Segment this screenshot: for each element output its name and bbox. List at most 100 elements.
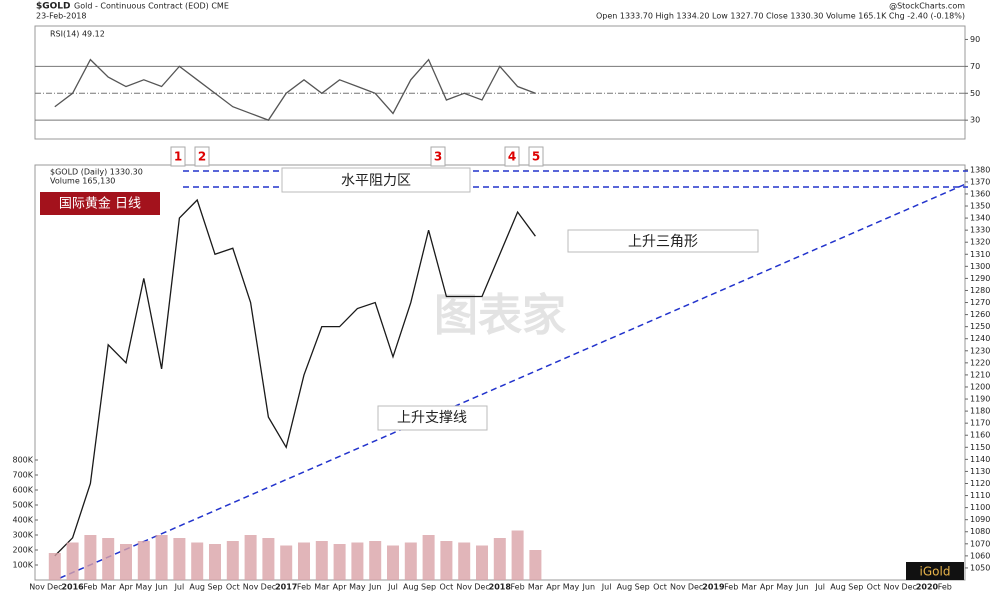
x-tick-label: May	[563, 583, 580, 592]
y-tick-label: 1310	[970, 250, 990, 259]
x-tick-label: Dec	[688, 583, 703, 592]
label-box	[40, 192, 160, 215]
y-tick-label: 1380	[970, 165, 990, 174]
x-tick-label: Mar	[528, 583, 544, 592]
rsi-panel	[34, 25, 966, 140]
x-tick-label: Nov	[456, 583, 472, 592]
x-tick-label: 2020	[916, 583, 939, 592]
quote: Open 1333.70 High 1334.20 Low 1327.70 Cl…	[596, 12, 965, 21]
x-tick-label: Oct	[226, 583, 240, 592]
x-tick-label: Sep	[421, 583, 436, 592]
y-tick-label: 600K	[12, 486, 33, 495]
y-tick-label: 1290	[970, 274, 990, 283]
volume-bar	[315, 541, 328, 580]
volume-bar	[120, 544, 132, 580]
x-tick-label: Nov	[243, 583, 259, 592]
logo-box	[906, 562, 964, 580]
y-tick-label: 1220	[970, 358, 990, 367]
series-line	[54, 198, 536, 557]
y-tick-label: 1100	[970, 503, 990, 512]
x-tick-label: Jun	[582, 583, 596, 592]
y-tick-label: 1330	[970, 226, 990, 235]
x-tick-label: Oct	[439, 583, 453, 592]
resistance-label: 水平阻力区	[341, 173, 411, 189]
panel-title: $GOLD (Daily) 1330.30	[50, 168, 143, 177]
x-tick-label: 2018	[489, 583, 512, 592]
marker: 1	[174, 150, 182, 164]
source: @StockCharts.com	[889, 2, 965, 11]
volume-bar	[529, 550, 542, 580]
y-tick-label: 30	[970, 116, 980, 125]
volume-bar	[209, 544, 221, 580]
y-tick-label: 1120	[970, 479, 990, 488]
y-tick-label: 1060	[970, 551, 990, 560]
y-tick-label: 1050	[970, 563, 990, 572]
y-tick-label: 90	[970, 35, 980, 44]
volume-bar	[244, 535, 257, 580]
volume-bar	[102, 538, 115, 580]
y-tick-label: 1370	[970, 177, 990, 186]
triangle-label: 上升三角形	[628, 234, 698, 250]
x-tick-label: Feb	[511, 583, 525, 592]
y-tick-label: 1240	[970, 334, 990, 343]
date: 23-Feb-2018	[36, 12, 86, 21]
volume-bar	[262, 538, 275, 580]
volume-bar	[298, 542, 310, 580]
panel-title: RSI(14) 49.12	[50, 30, 105, 39]
y-tick-label: 1360	[970, 189, 990, 198]
x-tick-label: Aug	[189, 583, 205, 592]
y-tick-label: 1340	[970, 214, 990, 223]
volume-bar	[333, 544, 346, 580]
y-tick-label: 1130	[970, 467, 990, 476]
volume-bar	[66, 542, 79, 580]
x-tick-label: Sep	[207, 583, 222, 592]
y-tick-label: 50	[970, 89, 980, 98]
x-tick-label: Oct	[653, 583, 667, 592]
marker: 3	[434, 150, 442, 164]
y-tick-label: 1150	[970, 443, 990, 452]
label-box	[567, 229, 759, 253]
x-tick-label: Apr	[119, 583, 134, 592]
x-tick-label: Aug	[617, 583, 633, 592]
x-tick-label: Nov	[884, 583, 900, 592]
y-tick-label: 400K	[12, 516, 33, 525]
x-tick-label: Nov	[29, 583, 45, 592]
volume-bar	[369, 541, 382, 580]
volume-bar	[280, 545, 293, 580]
x-tick-label: Jul	[174, 583, 185, 592]
volume-bar	[351, 542, 364, 580]
y-tick-label: 800K	[12, 456, 33, 465]
x-tick-label: Jun	[795, 583, 809, 592]
x-tick-label: Oct	[867, 583, 881, 592]
y-tick-label: 1280	[970, 286, 990, 295]
y-tick-label: 1180	[970, 407, 990, 416]
label-box	[377, 405, 488, 431]
watermark: 图表家	[434, 290, 566, 341]
volume-bar	[404, 542, 417, 580]
x-tick-label: 2017	[275, 583, 297, 592]
y-tick-label: 1210	[970, 370, 990, 379]
y-tick-label: 1350	[970, 202, 990, 211]
y-tick-label: 1250	[970, 322, 990, 331]
x-tick-label: 2016	[61, 583, 84, 592]
x-tick-label: Mar	[741, 583, 757, 592]
x-tick-label: Apr	[333, 583, 348, 592]
x-tick-label: Feb	[938, 583, 952, 592]
symbol: $GOLD	[36, 2, 71, 12]
y-tick-label: 300K	[12, 531, 33, 540]
y-tick-label: 1090	[970, 515, 990, 524]
y-tick-label: 100K	[12, 561, 33, 570]
x-tick-label: Jun	[368, 583, 382, 592]
x-tick-label: Mar	[314, 583, 330, 592]
volume-bar	[226, 541, 239, 580]
support-line	[59, 182, 969, 579]
x-tick-label: Feb	[83, 583, 97, 592]
y-tick-label: 700K	[12, 471, 33, 480]
panel-title: Volume 165,130	[50, 177, 115, 186]
marker: 4	[508, 150, 516, 164]
series-line	[54, 58, 536, 121]
x-tick-label: Apr	[546, 583, 561, 592]
x-tick-label: Mar	[101, 583, 117, 592]
